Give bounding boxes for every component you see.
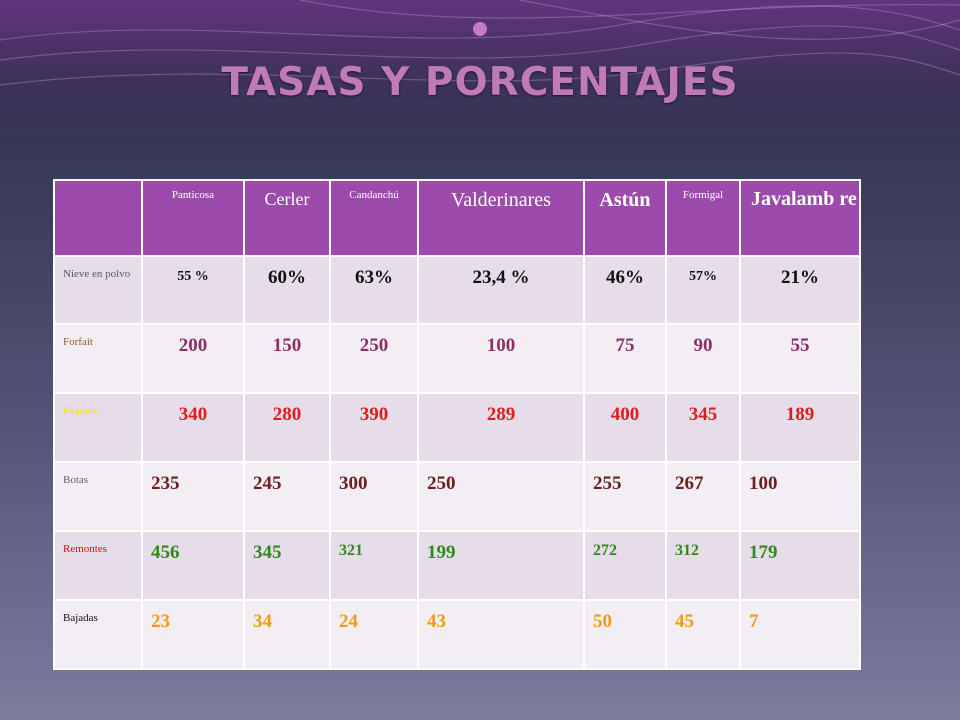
table-cell: 55 % — [141, 255, 245, 325]
table-row-forfait: Forfait 200 150 250 100 75 90 55 — [53, 323, 861, 394]
table-cell: 45 — [665, 599, 741, 670]
table-cell: 340 — [141, 392, 245, 463]
table-row-esquies: Esquíes 340 280 390 289 400 345 189 — [53, 392, 861, 463]
table-cell: 60% — [243, 255, 331, 325]
table-cell: 57% — [665, 255, 741, 325]
table-cell: 250 — [417, 461, 585, 532]
table-cell: 456 — [141, 530, 245, 601]
table-cell: 75 — [583, 323, 667, 394]
table-row-botas: Botas 235 245 300 250 255 267 100 — [53, 461, 861, 532]
table-cell: 50 — [583, 599, 667, 670]
table-cell: 280 — [243, 392, 331, 463]
table-cell: 179 — [739, 530, 861, 601]
table-row-bajadas: Bajadas 23 34 24 43 50 45 7 — [53, 599, 861, 670]
row-label: Esquíes — [53, 392, 143, 463]
header-cell-empty — [53, 179, 143, 257]
table-cell: 312 — [665, 530, 741, 601]
table-cell: 100 — [739, 461, 861, 532]
row-label: Bajadas — [53, 599, 143, 670]
table-cell: 245 — [243, 461, 331, 532]
table-cell: 23,4 % — [417, 255, 585, 325]
table-cell: 200 — [141, 323, 245, 394]
table-cell: 43 — [417, 599, 585, 670]
table-cell: 100 — [417, 323, 585, 394]
row-label: Forfait — [53, 323, 143, 394]
table-cell: 150 — [243, 323, 331, 394]
page-title: TASAS Y PORCENTAJES — [221, 60, 739, 105]
table-cell: 345 — [665, 392, 741, 463]
table-cell: 63% — [329, 255, 419, 325]
table-cell: 390 — [329, 392, 419, 463]
table-cell: 24 — [329, 599, 419, 670]
header-cell-cerler: Cerler — [243, 179, 331, 257]
header-cell-formigal: Formigal — [665, 179, 741, 257]
table-cell: 400 — [583, 392, 667, 463]
header-cell-panticosa: Panticosa — [141, 179, 245, 257]
header-cell-astun: Astún — [583, 179, 667, 257]
table-cell: 23 — [141, 599, 245, 670]
table-cell: 267 — [665, 461, 741, 532]
table-header-row: Panticosa Cerler Candanchú Valderinares … — [53, 179, 861, 257]
title-bullet-dot — [473, 22, 487, 36]
rates-table: Panticosa Cerler Candanchú Valderinares … — [53, 179, 861, 670]
table-cell: 235 — [141, 461, 245, 532]
table-cell: 34 — [243, 599, 331, 670]
table-cell: 46% — [583, 255, 667, 325]
table-cell: 21% — [739, 255, 861, 325]
decorative-waves — [0, 0, 960, 86]
row-label: Botas — [53, 461, 143, 532]
table-cell: 55 — [739, 323, 861, 394]
header-cell-candanchu: Candanchú — [329, 179, 419, 257]
table-cell: 321 — [329, 530, 419, 601]
header-cell-valderinares: Valderinares — [417, 179, 585, 257]
table-cell: 289 — [417, 392, 585, 463]
table-row-nieve-en-polvo: Nieve en polvo 55 % 60% 63% 23,4 % 46% 57% 21% — [53, 255, 861, 325]
table-cell: 250 — [329, 323, 419, 394]
table-cell: 90 — [665, 323, 741, 394]
table-cell: 300 — [329, 461, 419, 532]
table-cell: 255 — [583, 461, 667, 532]
table-cell: 199 — [417, 530, 585, 601]
row-label: Remontes — [53, 530, 143, 601]
header-cell-javalambre: Javalamb re — [739, 179, 861, 257]
table-cell: 189 — [739, 392, 861, 463]
table-cell: 272 — [583, 530, 667, 601]
table-row-remontes: Remontes 456 345 321 199 272 312 179 — [53, 530, 861, 601]
table-cell: 345 — [243, 530, 331, 601]
row-label: Nieve en polvo — [53, 255, 143, 325]
table-cell: 7 — [739, 599, 861, 670]
